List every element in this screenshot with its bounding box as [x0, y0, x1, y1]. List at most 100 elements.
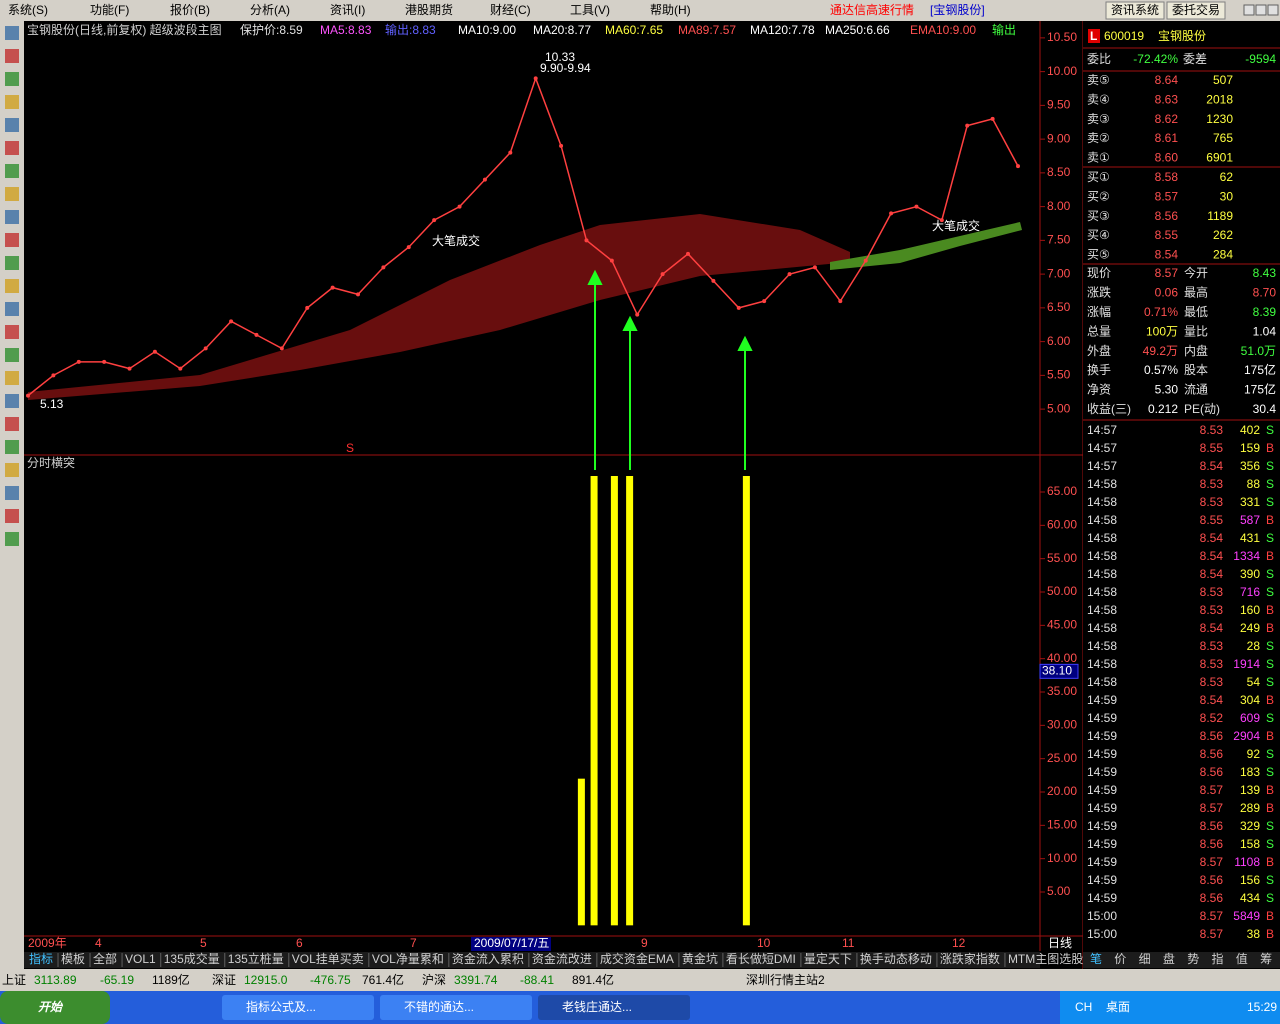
tick-side: B	[1266, 549, 1274, 563]
toolbar-icon[interactable]	[5, 371, 19, 385]
tick-side: S	[1266, 495, 1274, 509]
toolbar-icon[interactable]	[5, 440, 19, 454]
task-label[interactable]: 指标公式及...	[246, 999, 316, 1014]
clock: 15:29	[1247, 1000, 1277, 1014]
toolbar-icon[interactable]	[5, 210, 19, 224]
stat-value: 8.43	[1253, 266, 1277, 280]
menu-button-frame[interactable]	[1105, 1, 1165, 20]
window-control[interactable]	[1243, 4, 1255, 16]
toolbar-icon[interactable]	[5, 118, 19, 132]
book-volume: 30	[1220, 189, 1234, 203]
tab[interactable]: 全部	[93, 951, 117, 966]
toolbar-icon[interactable]	[5, 164, 19, 178]
task-label[interactable]: 不错的通达...	[404, 999, 474, 1014]
toolbar-icon[interactable]	[5, 141, 19, 155]
menu-item[interactable]: 港股期货	[405, 2, 453, 17]
toolbar-icon[interactable]	[5, 302, 19, 316]
tick-side: S	[1266, 747, 1274, 761]
tick-side: B	[1266, 801, 1274, 815]
tab[interactable]: 资金流改进	[532, 951, 592, 966]
menu-item[interactable]: 系统(S)	[8, 3, 48, 17]
toolbar-icon[interactable]	[5, 49, 19, 63]
y-tick-label: 20.00	[1047, 784, 1077, 798]
window-control[interactable]	[1255, 4, 1267, 16]
toolbar-icon[interactable]	[5, 26, 19, 40]
tick-price: 8.57	[1200, 783, 1224, 797]
tab[interactable]: 135成交量	[164, 951, 220, 966]
tab[interactable]: 涨跌家指数	[940, 951, 1000, 966]
task-button[interactable]	[222, 995, 374, 1020]
panel-tab[interactable]: 势	[1187, 952, 1199, 966]
stock-code: 600019	[1104, 29, 1144, 43]
tab[interactable]: 看长做短DMI	[726, 951, 796, 966]
tick-time: 14:58	[1087, 567, 1117, 581]
menu-item[interactable]: 报价(B)	[170, 2, 210, 17]
toolbar-icon[interactable]	[5, 486, 19, 500]
toolbar-icon[interactable]	[5, 279, 19, 293]
toolbar-icon[interactable]	[5, 417, 19, 431]
tab[interactable]: MTM主图选股	[1008, 952, 1083, 966]
menu-button[interactable]: 委托交易	[1172, 2, 1220, 17]
panel-tab[interactable]: 盘	[1163, 951, 1175, 966]
tick-price: 8.55	[1200, 513, 1224, 527]
price-point	[711, 278, 716, 283]
tab[interactable]: 指标	[29, 951, 53, 966]
tab[interactable]: 成交资金EMA	[600, 951, 674, 966]
period-label[interactable]: 日线	[1048, 936, 1072, 950]
book-price: 8.55	[1155, 228, 1179, 242]
task-button[interactable]	[380, 995, 532, 1020]
badge-box	[1088, 29, 1100, 43]
tab[interactable]: VOL挂单买卖	[292, 952, 364, 966]
tick-volume: 5849	[1233, 909, 1260, 923]
tab[interactable]: 黄金坑	[682, 951, 718, 966]
panel-tab[interactable]: 细	[1139, 952, 1151, 966]
toolbar-icon[interactable]	[5, 256, 19, 270]
start-button[interactable]	[0, 991, 110, 1024]
toolbar-icon[interactable]	[5, 463, 19, 477]
toolbar-icon[interactable]	[5, 509, 19, 523]
panel-tab[interactable]: 值	[1236, 951, 1248, 966]
start-label[interactable]: 开始	[38, 1000, 64, 1014]
task-label[interactable]: 老钱庄通达...	[562, 999, 632, 1014]
menu-item[interactable]: 资讯(I)	[330, 3, 365, 17]
menu-button[interactable]: 资讯系统	[1111, 3, 1159, 17]
tray-item[interactable]: 桌面	[1106, 1000, 1130, 1014]
toolbar-icon[interactable]	[5, 394, 19, 408]
menu-item[interactable]: 功能(F)	[90, 3, 129, 17]
panel-tab[interactable]: 价	[1114, 952, 1126, 966]
tab[interactable]: VOL1	[125, 952, 156, 966]
y-tick-label: 6.50	[1047, 300, 1071, 314]
toolbar-icon[interactable]	[5, 95, 19, 109]
menu-item[interactable]: 帮助(H)	[650, 3, 691, 17]
toolbar-icon[interactable]	[5, 532, 19, 546]
menu-item[interactable]: 工具(V)	[570, 3, 610, 17]
menu-item[interactable]: 财经(C)	[490, 3, 531, 17]
menu-item[interactable]: 分析(A)	[250, 3, 290, 17]
toolbar-icon[interactable]	[5, 233, 19, 247]
tick-side: S	[1266, 819, 1274, 833]
tab[interactable]: 模板	[61, 952, 85, 966]
price-point	[178, 366, 183, 371]
tick-time: 14:59	[1087, 747, 1117, 761]
tab[interactable]: 量定天下	[804, 951, 852, 966]
tab[interactable]: 换手动态移动	[860, 952, 932, 966]
window-control[interactable]	[1267, 4, 1279, 16]
tick-volume: 356	[1240, 459, 1260, 473]
toolbar-icon[interactable]	[5, 348, 19, 362]
annotation: 9.90-9.94	[540, 61, 591, 75]
tab[interactable]: 资金流入累积	[452, 951, 524, 966]
tab[interactable]: VOL净量累和	[372, 952, 444, 966]
tick-side: B	[1266, 783, 1274, 797]
task-button[interactable]	[538, 995, 690, 1020]
panel-tab[interactable]: 笔	[1090, 951, 1102, 966]
quote-value: -72.42%	[1133, 52, 1178, 66]
toolbar-icon[interactable]	[5, 325, 19, 339]
panel-tab[interactable]: 指	[1212, 951, 1224, 966]
menu-button-frame[interactable]	[1166, 1, 1226, 20]
panel-tab[interactable]: 筹	[1260, 952, 1272, 966]
toolbar-icon[interactable]	[5, 72, 19, 86]
tick-volume: 92	[1247, 747, 1261, 761]
toolbar-icon[interactable]	[5, 187, 19, 201]
tab[interactable]: 135立桩量	[228, 951, 284, 966]
tray-item[interactable]: CH	[1075, 1000, 1092, 1014]
